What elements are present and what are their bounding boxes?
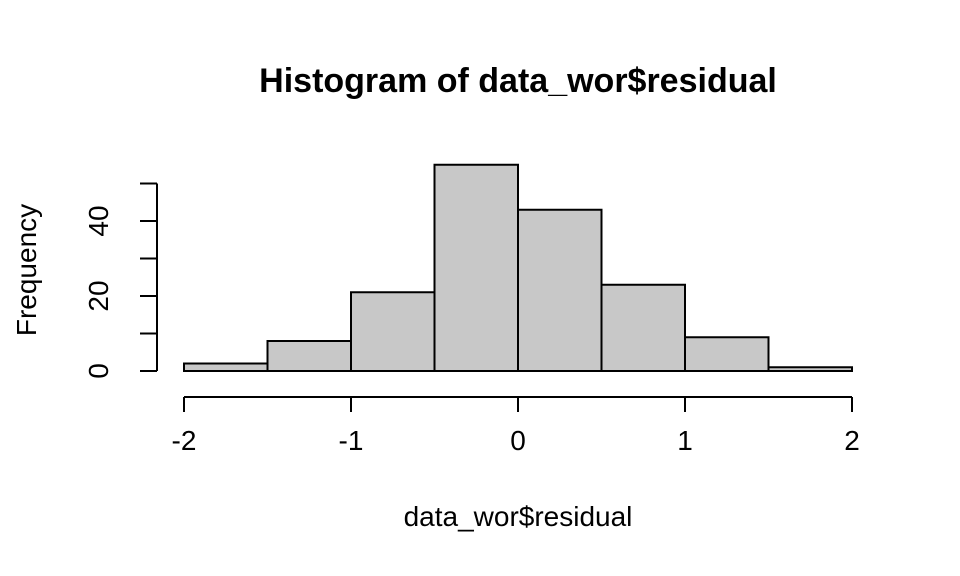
y-axis: 0 20 40	[83, 182, 158, 379]
y-axis-label: Frequency	[11, 204, 42, 336]
histogram-bar-5	[600, 283, 686, 372]
x-tick-label--2: -2	[172, 425, 197, 456]
x-tick-label-1: 1	[677, 425, 693, 456]
histogram-bar-1	[266, 340, 352, 372]
histogram-bar-6	[684, 336, 770, 372]
x-tick-label-0: 0	[510, 425, 526, 456]
histogram-bar-3	[433, 163, 519, 372]
bars-group	[183, 163, 853, 372]
x-tick-label-2: 2	[844, 425, 860, 456]
y-tick-label-40: 40	[83, 205, 114, 236]
y-tick-label-20: 20	[83, 280, 114, 311]
histogram-bar-0	[183, 362, 269, 372]
y-tick-label-0: 0	[83, 363, 114, 379]
histogram-bar-4	[517, 208, 603, 372]
histogram-bar-7	[767, 366, 853, 372]
x-axis-label: data_wor$residual	[404, 501, 633, 532]
x-axis: -2 -1 0 1 2	[172, 396, 860, 456]
histogram-bar-2	[350, 291, 436, 372]
chart-title: Histogram of data_wor$residual	[259, 62, 777, 100]
x-tick-label--1: -1	[339, 425, 364, 456]
